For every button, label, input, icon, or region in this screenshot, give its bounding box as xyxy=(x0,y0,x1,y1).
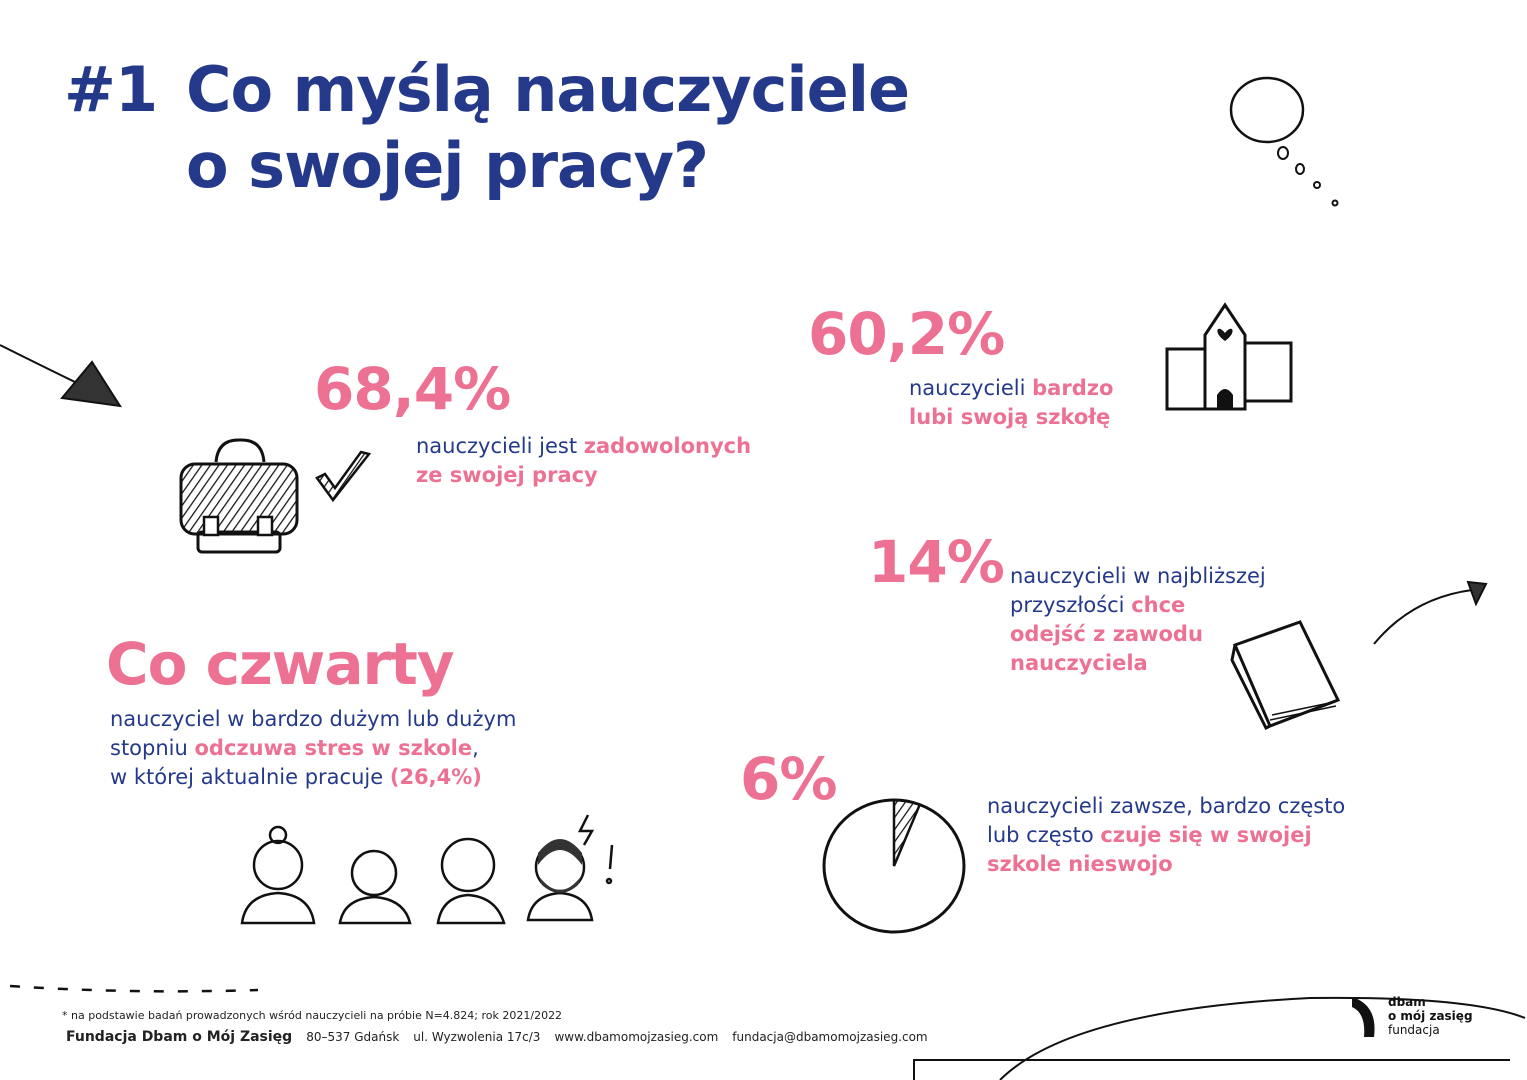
stat-value: 68,4% xyxy=(314,355,511,423)
text-highlight: (26,4%) xyxy=(389,765,482,789)
desk-doodle xyxy=(913,996,1526,1080)
stat-text: nauczyciel w bardzo dużym lub dużym stop… xyxy=(110,705,516,792)
teachers-icon xyxy=(240,814,614,925)
footer-email[interactable]: fundacja@dbamomojzasieg.com xyxy=(732,1030,928,1044)
footer-website[interactable]: www.dbamomojzasieg.com xyxy=(554,1030,719,1044)
stat-text: nauczycieli zawsze, bardzo często lub cz… xyxy=(987,792,1345,879)
text-part: w której aktualnie pracuje xyxy=(110,765,390,789)
header-number: #1 xyxy=(64,53,158,126)
thought-bubble-icon xyxy=(1229,76,1339,207)
stat-value: 60,2% xyxy=(808,300,1005,368)
text-part: nauczycieli zawsze, bardzo często xyxy=(987,794,1346,818)
pie-icon xyxy=(822,798,966,934)
text-highlight: nauczyciela xyxy=(1010,651,1148,675)
briefcase-icon xyxy=(179,438,299,554)
stat-text: nauczycieli w najbliższej przyszłości ch… xyxy=(1010,562,1266,678)
footer-org: Fundacja Dbam o Mój Zasięg xyxy=(66,1029,293,1045)
stat-value: 6% xyxy=(740,745,837,813)
checkmark-icon xyxy=(315,450,372,503)
page-title: Co myślą nauczyciele o swojej pracy? xyxy=(186,52,910,204)
stat-value: 14% xyxy=(868,528,1005,596)
stat-text: nauczycieli jest zadowolonych ze swojej … xyxy=(416,432,751,490)
footer-street: ul. Wyzwolenia 17c/3 xyxy=(413,1030,541,1044)
logo-line: o mój zasięg xyxy=(1388,1009,1473,1023)
text-part: nauczycieli w najbliższej xyxy=(1010,564,1266,588)
logo-line: fundacja xyxy=(1388,1023,1440,1037)
logo-text: dbam o mój zasięg fundacja xyxy=(1388,995,1473,1037)
title-line-1: Co myślą nauczyciele xyxy=(186,53,910,126)
text-highlight: zadowolonych xyxy=(583,434,752,458)
text-highlight: bardzo xyxy=(1032,376,1114,400)
logo-line: dbam xyxy=(1388,995,1426,1009)
text-part: nauczyciel w bardzo dużym lub dużym xyxy=(110,707,517,731)
text-highlight: odczuwa stres w szkole xyxy=(194,736,473,760)
text-highlight: ze swojej pracy xyxy=(416,463,598,487)
dashed-line xyxy=(9,984,259,993)
arrow-icon xyxy=(0,344,123,408)
stat-text: nauczycieli bardzo lubi swoją szkołę xyxy=(909,374,1113,432)
text-highlight: chce xyxy=(1131,593,1186,617)
text-part: lub często xyxy=(987,823,1101,847)
book-icon xyxy=(1230,620,1341,731)
text-part: stopniu xyxy=(110,736,195,760)
text-highlight: czuje się w swojej xyxy=(1100,823,1312,847)
footer-city: 80–537 Gdańsk xyxy=(306,1030,400,1044)
stat-value: Co czwarty xyxy=(106,630,455,698)
title-line-2: o swojej pracy? xyxy=(186,129,709,202)
pie-slice xyxy=(892,798,922,867)
footer-contact: Fundacja Dbam o Mój Zasięg 80–537 Gdańsk u… xyxy=(66,1029,942,1045)
logo-mark-icon xyxy=(1352,997,1375,1037)
text-part: przyszłości xyxy=(1010,593,1132,617)
footer-note: * na podstawie badań prowadzonych wśród … xyxy=(62,1009,563,1022)
text-part: nauczycieli jest xyxy=(416,434,584,458)
text-part: nauczycieli xyxy=(909,376,1033,400)
arrow-icon xyxy=(1373,580,1488,645)
text-highlight: lubi swoją szkołę xyxy=(909,405,1111,429)
school-icon xyxy=(1165,302,1293,411)
text-highlight: odejść z zawodu xyxy=(1010,622,1203,646)
text-highlight: szkole nieswojo xyxy=(987,852,1173,876)
text-part: , xyxy=(472,736,479,760)
